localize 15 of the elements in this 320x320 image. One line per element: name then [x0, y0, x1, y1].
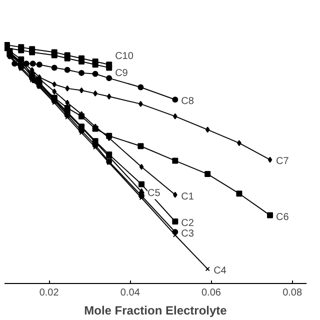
series-label: C9 — [115, 68, 128, 80]
series-label: C3 — [181, 228, 194, 240]
x-tick-label: 0.02 — [39, 288, 60, 298]
x-tick-label: 0.04 — [120, 288, 140, 298]
x-axis-title: Mole Fraction Electrolyte — [84, 304, 228, 318]
series-label: C7 — [276, 156, 290, 168]
series-label: C10 — [115, 51, 134, 62]
x-tick-label: 0.06 — [202, 288, 222, 298]
series-label: C1 — [181, 191, 194, 202]
series-label: C6 — [276, 212, 290, 223]
series-label: C4 — [214, 265, 227, 276]
series-label: C5 — [148, 188, 161, 200]
series-label: C8 — [181, 96, 194, 108]
x-tick-label: 0.08 — [282, 288, 302, 298]
series-label: C2 — [181, 218, 194, 229]
